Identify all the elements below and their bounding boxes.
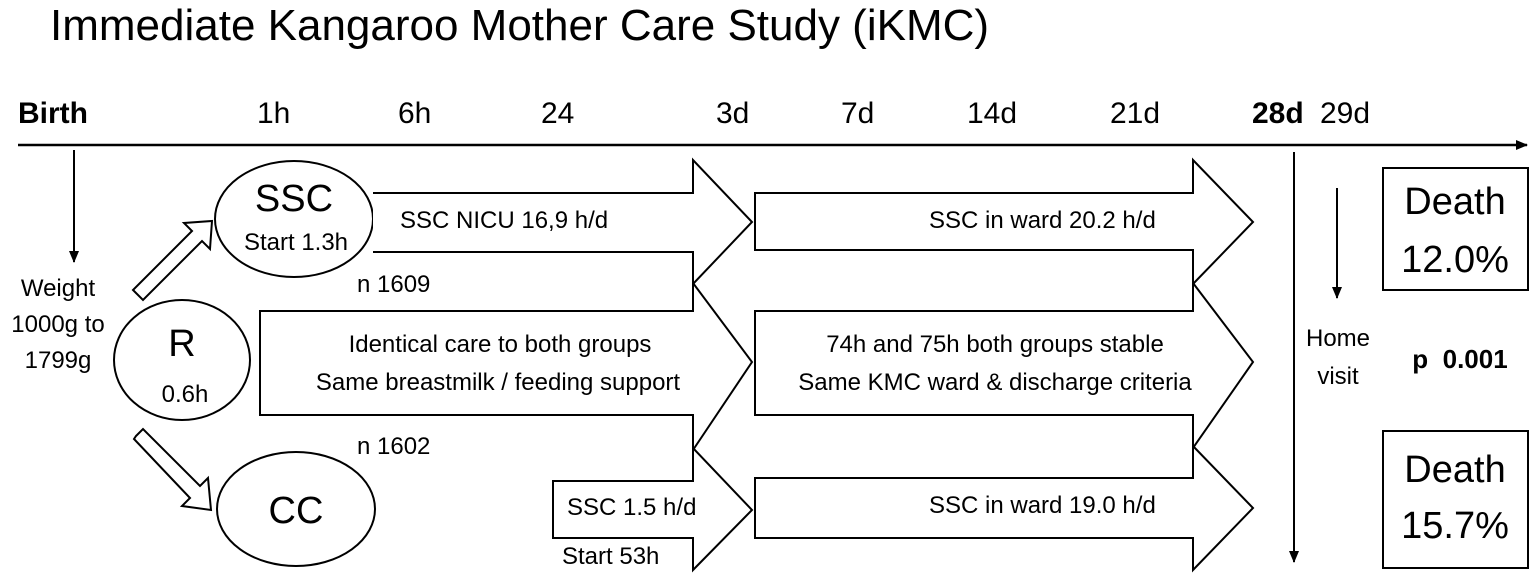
cc-death-value: 15.7%	[1401, 505, 1509, 547]
common-care-arrow	[259, 279, 754, 454]
cc-ward-text: SSC in ward 19.0 h/d	[929, 492, 1156, 519]
stable-ward-arrow	[754, 280, 1255, 452]
cc-death-box	[1382, 430, 1529, 569]
page-title: Immediate Kangaroo Mother Care Study (iK…	[50, 1, 989, 50]
enrollment-weight: Weight	[21, 275, 96, 302]
tick-24: 24	[541, 97, 574, 130]
tick-1h: 1h	[257, 97, 290, 130]
tick-14d: 14d	[967, 97, 1017, 130]
stable-line1: 74h and 75h both groups stable	[826, 331, 1164, 358]
cc-ssc-text: SSC 1.5 h/d	[567, 494, 696, 521]
tick-28d: 28d	[1252, 97, 1304, 130]
ssc-death-box	[1382, 167, 1529, 291]
home-visit-line2: visit	[1317, 363, 1359, 390]
stable-line2: Same KMC ward & discharge criteria	[798, 369, 1192, 396]
randomization-node	[113, 299, 251, 421]
randomization-time: 0.6h	[162, 381, 209, 408]
home-visit-line1: Home	[1306, 325, 1370, 352]
tick-7d: 7d	[841, 97, 874, 130]
ssc-nicu-arrow	[373, 157, 754, 287]
randomization-label: R	[168, 323, 195, 365]
tick-3d: 3d	[716, 97, 749, 130]
cc-group-node	[216, 451, 376, 567]
cc-death-label: Death	[1404, 449, 1505, 491]
arrow-to-ssc	[131, 219, 214, 302]
cc-ssc-arrow	[552, 445, 754, 573]
enrollment-range-start: 1000g to	[11, 311, 104, 338]
common-care-line1: Identical care to both groups	[349, 331, 652, 358]
ssc-ward-text: SSC in ward 20.2 h/d	[929, 207, 1156, 234]
ssc-group-start: Start 1.3h	[244, 229, 348, 256]
cc-ward-arrow	[754, 443, 1255, 573]
tick-29d: 29d	[1320, 97, 1370, 130]
tick-21d: 21d	[1110, 97, 1160, 130]
ssc-death-value: 12.0%	[1401, 239, 1509, 281]
ssc-death-label: Death	[1404, 181, 1505, 223]
enrollment-range-end: 1799g	[25, 347, 92, 374]
common-care-line2: Same breastmilk / feeding support	[316, 369, 681, 396]
ssc-n-count: n 1609	[357, 271, 430, 298]
ssc-ward-arrow	[754, 157, 1255, 287]
cc-group-label: CC	[269, 490, 324, 532]
tick-birth: Birth	[18, 97, 88, 130]
cc-n-count: n 1602	[357, 433, 430, 460]
ssc-group-label: SSC	[255, 178, 333, 220]
tick-6h: 6h	[398, 97, 431, 130]
arrow-to-cc	[132, 427, 213, 512]
cc-start-text: Start 53h	[562, 543, 659, 570]
p-value: p 0.001	[1412, 344, 1507, 374]
ssc-nicu-text: SSC NICU 16,9 h/d	[400, 207, 608, 234]
